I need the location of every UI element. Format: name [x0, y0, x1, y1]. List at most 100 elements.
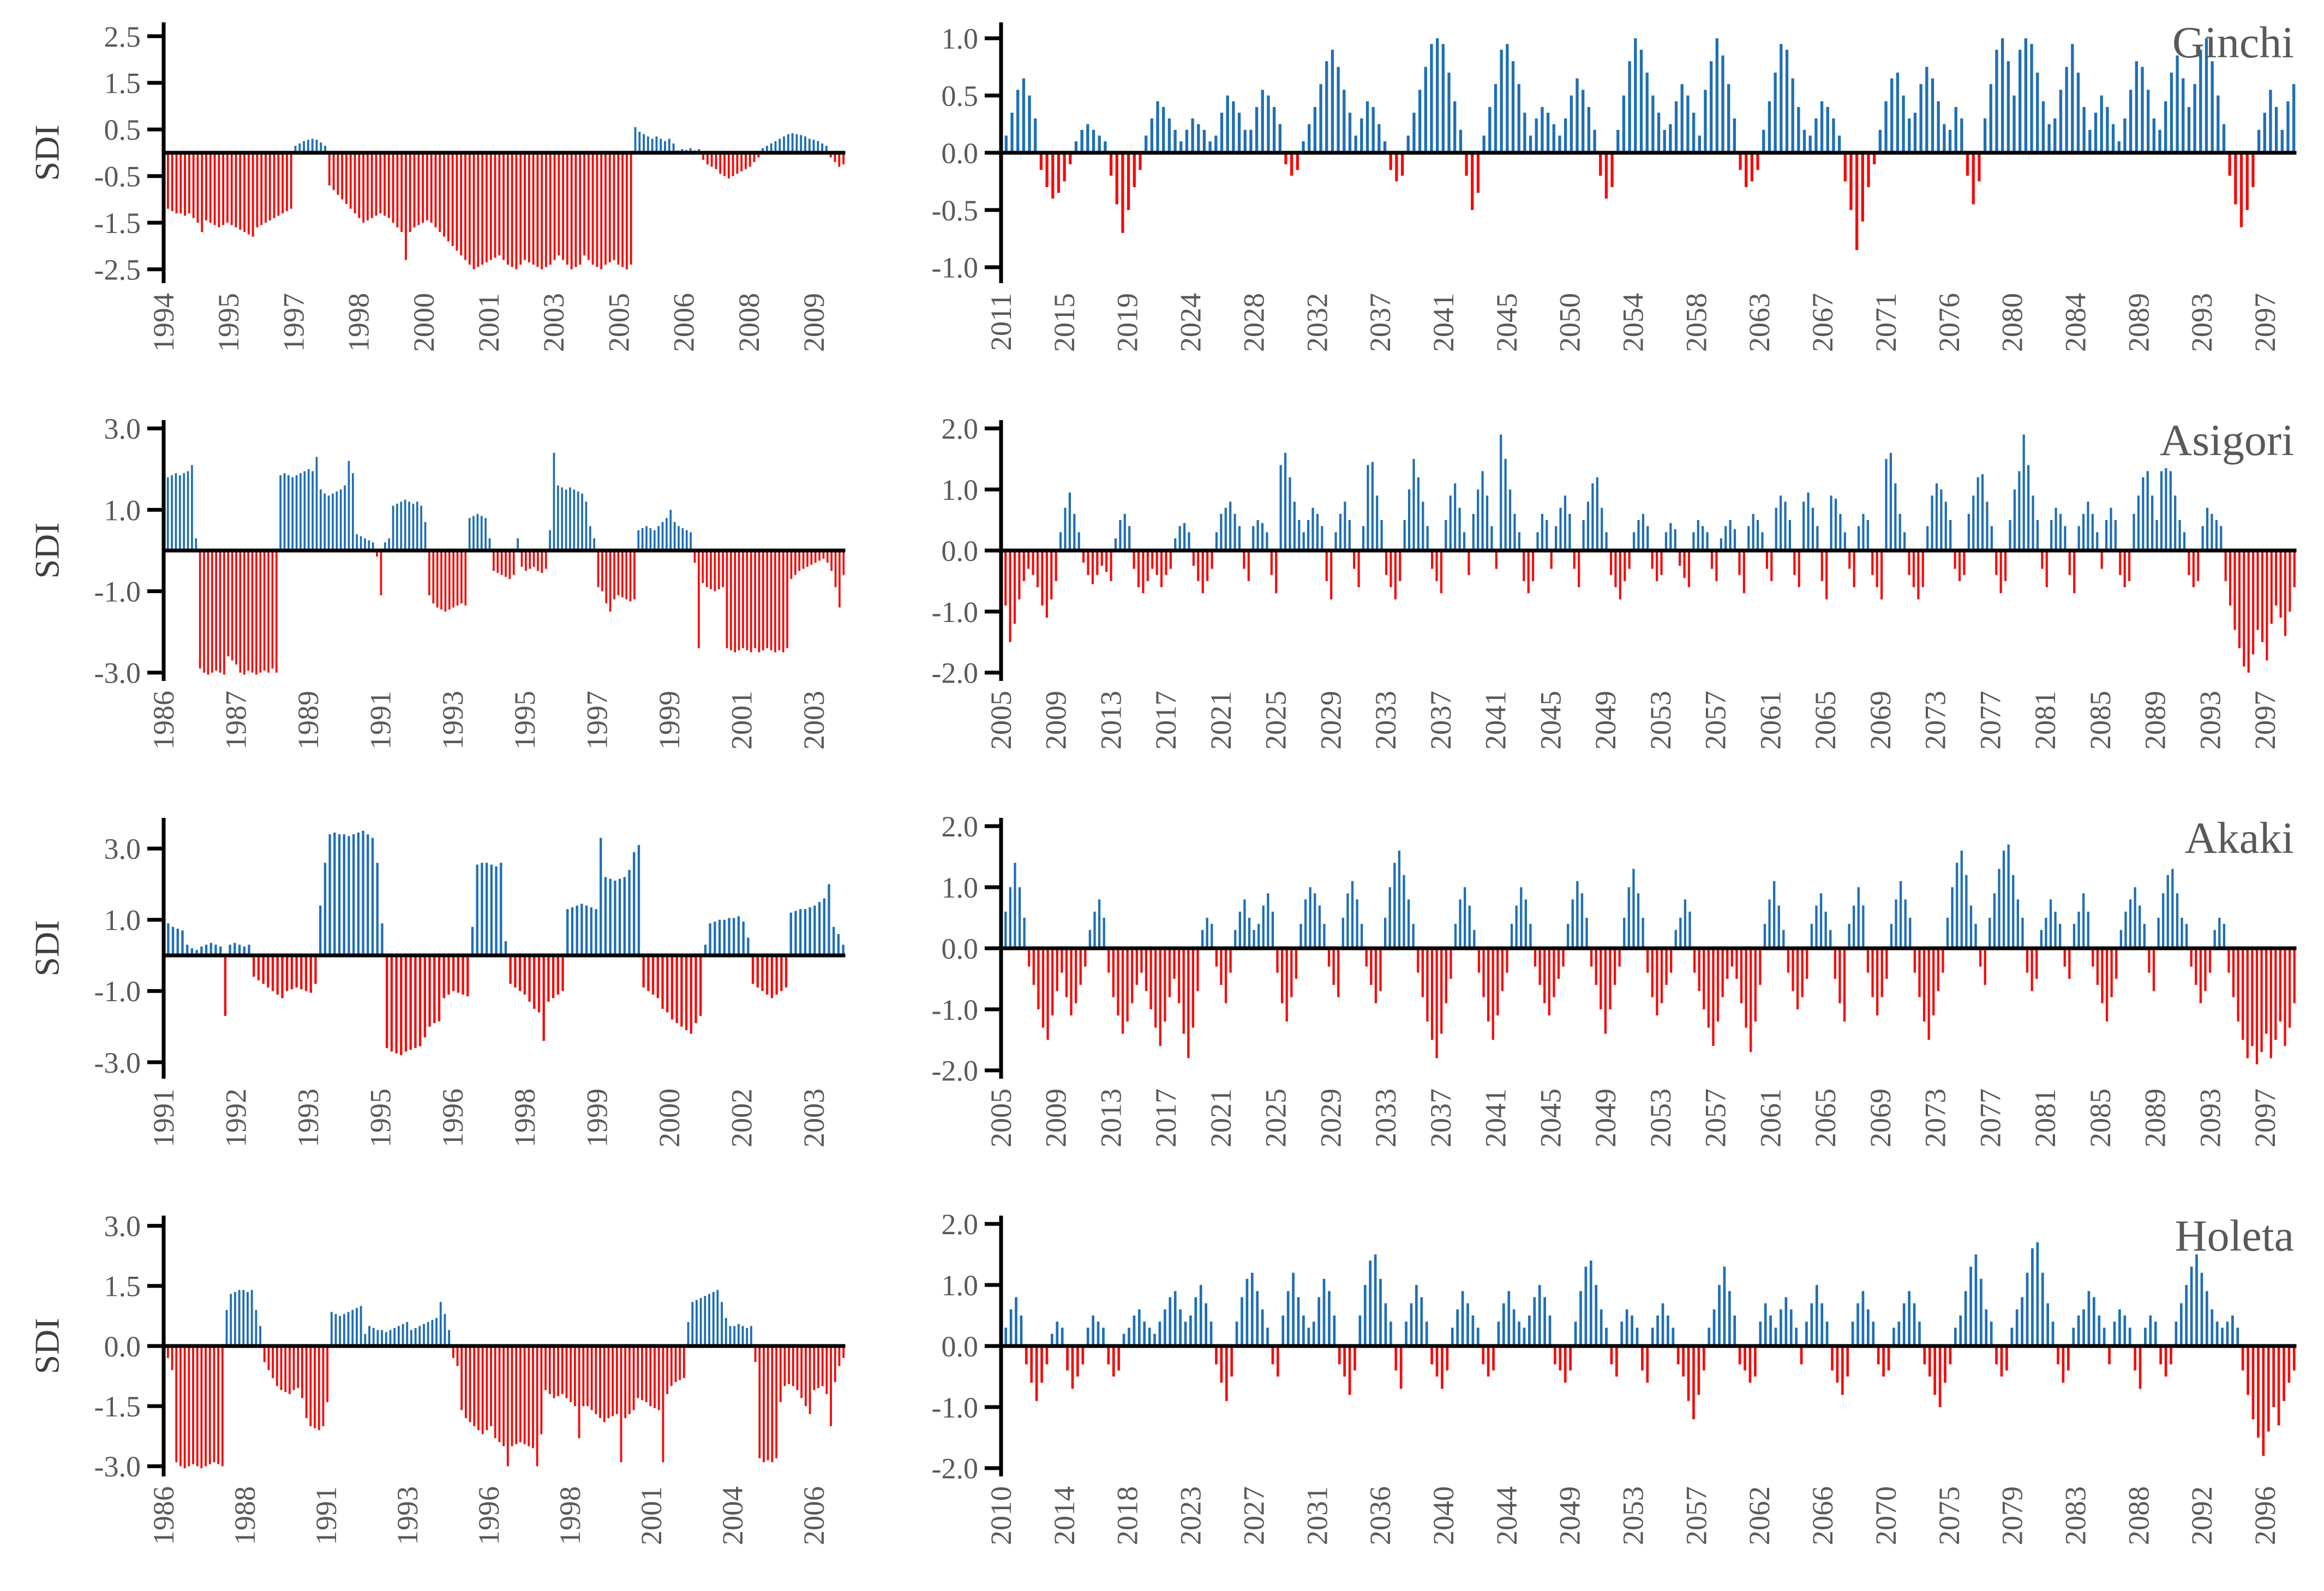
- negative-bar: [387, 153, 390, 218]
- negative-bar: [196, 153, 199, 223]
- positive-bar: [1464, 887, 1466, 948]
- positive-bar: [1759, 1321, 1762, 1346]
- positive-bar: [1721, 55, 1724, 153]
- positive-bar: [1325, 61, 1328, 153]
- negative-bar: [221, 1346, 224, 1467]
- positive-bar: [1851, 1321, 1854, 1346]
- positive-bar: [1761, 532, 1764, 551]
- positive-bar: [1902, 95, 1905, 153]
- positive-bar: [794, 911, 797, 956]
- positive-bar: [2149, 1315, 2152, 1346]
- negative-bar: [595, 1346, 597, 1414]
- y-tick-label: 0.0: [104, 1330, 141, 1363]
- negative-bar: [1137, 551, 1140, 588]
- positive-bar: [1144, 135, 1148, 153]
- positive-bar: [1784, 501, 1787, 551]
- positive-bar: [1892, 1327, 1895, 1346]
- negative-bar: [1330, 551, 1333, 600]
- positive-bar: [2087, 911, 2089, 948]
- negative-bar: [1468, 551, 1470, 575]
- negative-bar: [1394, 551, 1397, 600]
- positive-bar: [1014, 863, 1016, 948]
- negative-bar: [838, 153, 841, 167]
- positive-bar: [1894, 483, 1897, 551]
- negative-bar: [745, 153, 747, 169]
- negative-bar: [318, 1346, 320, 1431]
- negative-bar: [1290, 948, 1293, 997]
- x-tick-label: 2017: [1149, 691, 1182, 750]
- negative-bar: [1430, 948, 1434, 1040]
- negative-bar: [256, 153, 259, 228]
- positive-bar: [1637, 893, 1640, 948]
- positive-bar: [808, 139, 811, 153]
- positive-bar: [2231, 1315, 2234, 1346]
- negative-bar: [1676, 1346, 1680, 1365]
- negative-bar: [1697, 1346, 1700, 1395]
- positive-bar: [1500, 50, 1503, 153]
- positive-bar: [1086, 1327, 1089, 1346]
- negative-bar: [1506, 948, 1508, 973]
- negative-bar: [326, 1346, 329, 1402]
- positive-bar: [1122, 1333, 1125, 1346]
- positive-bar: [1959, 1315, 1962, 1346]
- negative-bar: [304, 955, 308, 991]
- negative-bar: [1880, 551, 1883, 600]
- positive-bar: [1931, 495, 1933, 551]
- x-tick-label: 1991: [310, 1486, 343, 1545]
- negative-bar: [2287, 1346, 2291, 1383]
- positive-bar: [435, 1318, 438, 1346]
- negative-bar: [414, 955, 417, 1048]
- positive-bar: [2053, 118, 2057, 153]
- negative-bar: [1182, 948, 1185, 1034]
- positive-bar: [381, 1330, 384, 1347]
- negative-bar: [565, 1346, 568, 1398]
- zero-axis-line: [999, 151, 2297, 155]
- negative-bar: [376, 551, 378, 557]
- positive-bar: [1535, 118, 1538, 153]
- negative-bar: [1290, 153, 1293, 176]
- positive-bar: [1756, 520, 1759, 551]
- negative-bar: [263, 1346, 266, 1362]
- positive-bar: [1412, 112, 1416, 153]
- positive-bar: [352, 834, 355, 956]
- negative-bar: [1154, 948, 1157, 1028]
- positive-bar: [1826, 107, 1829, 153]
- positive-bar: [1313, 107, 1317, 153]
- positive-bar: [1974, 1254, 1978, 1346]
- positive-bar: [1989, 84, 1992, 153]
- negative-bar: [430, 153, 433, 223]
- negative-bar: [814, 551, 817, 563]
- negative-bar: [1933, 1346, 1937, 1395]
- positive-bar: [2054, 911, 2057, 948]
- negative-bar: [754, 551, 756, 649]
- negative-bar: [1051, 948, 1054, 1016]
- negative-bar: [1105, 551, 1108, 572]
- positive-bar: [1311, 507, 1314, 551]
- negative-bar: [1107, 1346, 1110, 1365]
- positive-bar: [400, 501, 403, 551]
- positive-bar: [593, 538, 596, 551]
- negative-bar: [780, 955, 783, 991]
- negative-bar: [834, 1346, 836, 1383]
- positive-bar: [2215, 520, 2218, 551]
- negative-bar: [1055, 551, 1057, 581]
- negative-bar: [188, 153, 190, 214]
- negative-bar: [788, 1346, 790, 1384]
- positive-bar: [1571, 899, 1574, 948]
- negative-bar: [272, 1346, 274, 1378]
- negative-bar: [1656, 551, 1658, 581]
- positive-bar: [1191, 118, 1194, 153]
- positive-bar: [1524, 899, 1527, 948]
- positive-bar: [1523, 112, 1526, 153]
- negative-bar: [2000, 1346, 2003, 1377]
- negative-bar: [1557, 948, 1560, 979]
- positive-bar: [1843, 532, 1846, 551]
- positive-bar: [2133, 513, 2135, 551]
- negative-bar: [1492, 1346, 1495, 1371]
- y-axis-tick: [985, 946, 1001, 950]
- positive-bar: [789, 912, 792, 956]
- x-tick-label: 2045: [1534, 1088, 1567, 1147]
- negative-bar: [1913, 948, 1916, 973]
- x-tick-label: 1998: [508, 1088, 541, 1147]
- negative-bar: [2208, 948, 2212, 973]
